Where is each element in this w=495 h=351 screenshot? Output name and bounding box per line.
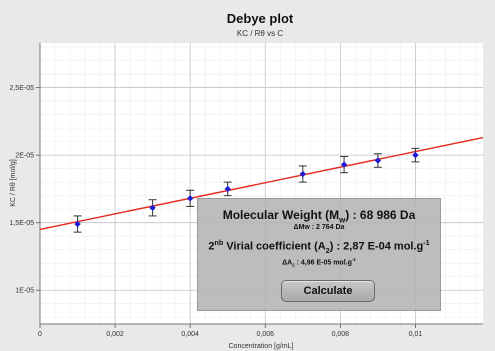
da2-value: : 4,96 E-05 mol.g xyxy=(294,259,352,267)
da2-subscript: 2 xyxy=(292,262,295,268)
data-point xyxy=(74,220,81,228)
a2-value: ) : 2,87 E-04 mol.g xyxy=(329,240,424,253)
y-axis-label: KC / Rθ [mol/g] xyxy=(10,159,17,207)
y-tick-label: 2E-05 xyxy=(15,153,34,160)
x-tick-label: 0,006 xyxy=(256,331,274,338)
x-tick-label: 0,004 xyxy=(181,331,199,338)
mw-value: ) : 68 986 Da xyxy=(345,208,416,222)
data-points xyxy=(73,147,420,233)
x-tick-label: 0,002 xyxy=(106,331,124,338)
da2-unit-exponent: -1 xyxy=(351,257,356,262)
y-tick-label: 1,5E-05 xyxy=(9,220,34,227)
a2-unit-exponent: -1 xyxy=(423,239,430,247)
a2-ordinal-superscript: nb xyxy=(214,239,224,247)
mw-label: Molecular Weight (M xyxy=(222,208,340,222)
x-tick-label: 0 xyxy=(38,331,42,338)
regression-line xyxy=(39,136,484,231)
data-point xyxy=(412,151,419,159)
a2-ordinal: 2 xyxy=(208,240,215,253)
data-point xyxy=(186,195,194,202)
data-point xyxy=(149,204,156,212)
y-tick-label: 1E-05 xyxy=(15,288,34,295)
results-panel: Molecular Weight (Mw) : 68 986 Da ΔMw : … xyxy=(197,198,441,311)
axes: 0 0,002 0,004 0,006 0,008 0,01 1E-05 1,5E-05 2E-… xyxy=(9,43,483,338)
data-point xyxy=(374,157,382,164)
da2-label: ΔA xyxy=(282,259,293,267)
molecular-weight-result: Molecular Weight (Mw) : 68 986 Da xyxy=(198,208,440,224)
data-point xyxy=(340,161,348,168)
chart-title: Debye plot xyxy=(227,11,294,26)
x-axis-label: Concentration [g/mL] xyxy=(229,343,294,350)
calculate-button[interactable]: Calculate xyxy=(281,280,375,302)
mw-uncertainty: ΔMw : 2 764 Da xyxy=(293,224,345,231)
data-point xyxy=(299,170,306,178)
data-point xyxy=(224,185,231,193)
virial-coefficient-result: 2nb Virial coefficient (A2) : 2,87 E-04 … xyxy=(198,239,440,255)
mw-subscript: w xyxy=(339,215,346,225)
chart-subtitle: KC / Rθ vs C xyxy=(237,29,283,38)
a2-subscript: 2 xyxy=(325,246,330,255)
x-tick-label: 0,01 xyxy=(409,331,423,338)
fit-line-layer xyxy=(39,136,484,231)
x-tick-label: 0,008 xyxy=(332,331,350,338)
a2-uncertainty: ΔA2 : 4,96 E-05 mol.g-1 xyxy=(198,257,440,268)
a2-label: Virial coefficient (A xyxy=(223,240,326,253)
y-tick-label: 2,5E-05 xyxy=(9,85,34,92)
